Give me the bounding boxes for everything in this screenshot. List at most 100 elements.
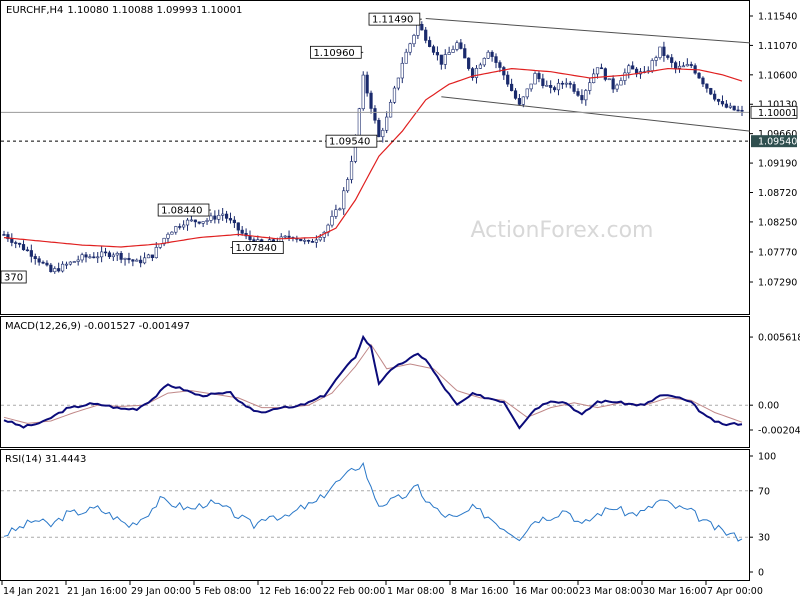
candle-body	[491, 52, 494, 56]
candle-body	[604, 69, 607, 80]
candle-body	[311, 241, 314, 242]
candle-body	[463, 49, 466, 58]
rsi-title: RSI(14) 31.4443	[5, 454, 86, 465]
candle-body	[120, 253, 123, 259]
price-tick-label: 1.07770	[758, 247, 797, 258]
candle-body	[725, 104, 728, 107]
candle-body	[448, 52, 451, 54]
candle-body	[444, 55, 447, 65]
candle-body	[237, 223, 240, 230]
candle-body	[362, 75, 365, 109]
candle-body	[202, 222, 205, 224]
candle-body	[456, 43, 459, 50]
candle-body	[233, 220, 236, 223]
candle-body	[249, 236, 252, 240]
macd-tick-label: 0.00	[758, 401, 779, 412]
candle-body	[358, 109, 361, 139]
candle-body	[581, 95, 584, 99]
candle-body	[436, 52, 439, 55]
candle-body	[30, 250, 33, 256]
candle-body	[346, 180, 349, 191]
price-tick-label: 1.10600	[758, 70, 797, 81]
candle-body	[186, 220, 189, 225]
candle-body	[569, 83, 572, 84]
candle-body	[175, 226, 178, 232]
candle-body	[378, 120, 381, 136]
candle-body	[495, 57, 498, 63]
candle-body	[631, 66, 634, 69]
candle-body	[702, 78, 705, 84]
candle-body	[194, 220, 197, 222]
candle-body	[77, 260, 80, 262]
candle-body	[573, 84, 576, 91]
candle-body	[440, 55, 443, 64]
candle-body	[307, 240, 310, 241]
candle-body	[737, 110, 740, 111]
candle-body	[686, 64, 689, 65]
rsi-tick-label: 30	[758, 533, 770, 544]
candle-body	[651, 60, 654, 70]
macd-tick-label: 0.005618	[758, 333, 800, 344]
candle-body	[18, 243, 21, 244]
candle-body	[366, 75, 369, 93]
candle-body	[89, 257, 92, 258]
candle-body	[534, 73, 537, 84]
candle-body	[11, 239, 14, 243]
candle-body	[674, 63, 677, 69]
candle-body	[690, 64, 693, 65]
candle-body	[510, 84, 513, 91]
candle-body	[3, 234, 6, 235]
candle-body	[624, 73, 627, 81]
candle-body	[717, 99, 720, 101]
candle-body	[729, 106, 732, 107]
candle-body	[34, 256, 37, 258]
candle-body	[538, 73, 541, 78]
candle-body	[61, 264, 64, 271]
price-tick-label: 1.08250	[758, 217, 797, 228]
candle-body	[467, 58, 470, 69]
candle-body	[42, 262, 45, 263]
time-tick-label: 1 Mar 08:00	[387, 586, 444, 597]
candle-body	[706, 84, 709, 88]
candle-body	[284, 236, 287, 237]
price-tick-label: 1.11070	[758, 41, 797, 52]
candle-body	[561, 83, 564, 84]
candle-body	[522, 97, 525, 104]
price-axis: 1.115401.110701.106001.101301.096601.091…	[749, 12, 797, 289]
candle-body	[319, 237, 322, 240]
candle-body	[588, 83, 591, 91]
candle-body	[190, 220, 193, 221]
candle-body	[393, 88, 396, 102]
candle-body	[229, 218, 232, 220]
price-tick-label: 1.09190	[758, 159, 797, 170]
candle-body	[479, 65, 482, 68]
candle-body	[659, 47, 662, 58]
candle-body	[413, 35, 416, 43]
candle-body	[108, 253, 111, 257]
price-annotation-label: 1.11490	[372, 15, 413, 26]
candle-body	[214, 216, 217, 219]
candle-body	[381, 130, 384, 136]
candle-body	[616, 85, 619, 89]
time-tick-label: 21 Jan 16:00	[67, 586, 127, 597]
candle-body	[432, 47, 435, 53]
candle-body	[397, 78, 400, 88]
candle-body	[499, 63, 502, 68]
candle-body	[143, 258, 146, 263]
candle-body	[104, 252, 107, 253]
candle-body	[57, 268, 60, 271]
time-tick-label: 22 Feb 00:00	[323, 586, 385, 597]
candle-body	[713, 94, 716, 99]
rsi-tick-label: 70	[758, 486, 770, 497]
candle-body	[85, 255, 88, 257]
candle-body	[596, 68, 599, 74]
candle-body	[171, 232, 174, 234]
candle-body	[452, 49, 455, 52]
candle-body	[151, 255, 154, 258]
price-tick-label: 1.07290	[758, 278, 797, 289]
candle-body	[487, 52, 490, 58]
time-tick-label: 8 Mar 16:00	[451, 586, 508, 597]
